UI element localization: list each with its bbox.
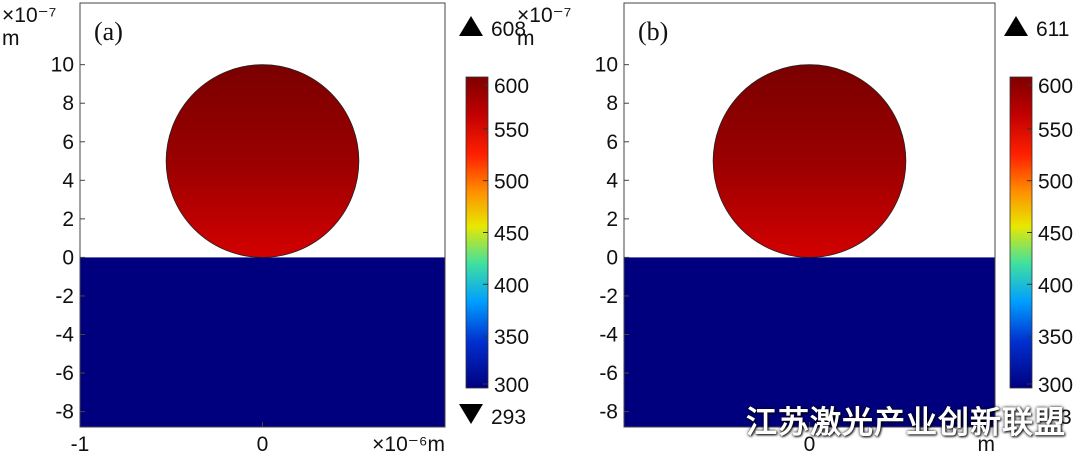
y-tick-label: 6: [62, 131, 74, 154]
x-tick-label: -1: [71, 433, 90, 456]
colorbar-tick-label: 500: [1038, 171, 1073, 194]
y-tick-label: -8: [55, 401, 74, 424]
colorbar-tick-label: 600: [1038, 75, 1073, 98]
y-tick-label: -2: [55, 285, 74, 308]
colorbar-tick-label: 600: [494, 75, 529, 98]
x-tick-label: 0: [257, 433, 269, 456]
particle-sphere: [712, 64, 907, 258]
panel-label: (b): [638, 17, 668, 46]
panel-a: (a) ×10⁻⁷m 10 8 6 4 2 0 -2 -4 -6 -8 -1 0 ×10⁻⁶m 600 550 5…: [2, 2, 529, 456]
colorbar-tick-label: 400: [1038, 274, 1073, 297]
y-unit-label: m: [2, 27, 20, 50]
y-tick-label: 8: [62, 92, 74, 115]
y-tick-label: 0: [62, 246, 74, 269]
max-triangle-icon: [459, 16, 483, 36]
substrate-region: [80, 257, 445, 427]
substrate-region: [624, 257, 995, 427]
colorbar-tick-label: 350: [1038, 326, 1073, 349]
y-tick-label: 4: [606, 169, 618, 192]
y-tick-label: 2: [62, 208, 74, 231]
colorbar-tick-label: 450: [1038, 223, 1073, 246]
colorbar-tick-label: 500: [494, 171, 529, 194]
x-unit-label: ×10⁻⁶m: [372, 433, 445, 456]
colorbar-tick-label: 350: [494, 326, 529, 349]
max-value-label: 611: [1036, 18, 1069, 41]
colorbar-tick-label: 550: [494, 119, 529, 142]
colorbar-tick-label: 550: [1038, 119, 1073, 142]
y-tick-label: 2: [606, 208, 618, 231]
y-tick-label: 8: [606, 92, 618, 115]
y-tick-label: -6: [55, 362, 74, 385]
min-value-label: 293: [491, 406, 526, 429]
y-tick-label: 4: [62, 169, 74, 192]
particle-sphere: [165, 64, 360, 258]
x-tick-label: 0: [804, 433, 816, 456]
y-tick-label: 10: [595, 54, 618, 77]
y-tick-label: 6: [606, 131, 618, 154]
y-tick-label: 0: [606, 246, 618, 269]
colorbar-tick-label: 300: [494, 374, 529, 397]
y-unit-label: m: [517, 27, 535, 50]
y-tick-label: -4: [55, 323, 74, 346]
y-exponent-label: ×10⁻⁷: [2, 4, 56, 27]
max-triangle-icon: [1004, 16, 1028, 36]
min-value-label: 3: [1060, 406, 1072, 429]
max-value-label: 608: [491, 18, 526, 41]
y-tick-label: -4: [599, 323, 618, 346]
x-unit-label: m: [978, 433, 996, 456]
y-tick-label: 10: [51, 54, 74, 77]
y-exponent-label: ×10⁻⁷: [517, 4, 571, 27]
y-tick-label: -6: [599, 362, 618, 385]
y-tick-label: -2: [599, 285, 618, 308]
colorbar-tick-label: 450: [494, 223, 529, 246]
colorbar-tick-label: 300: [1038, 374, 1073, 397]
panel-label: (a): [94, 17, 123, 46]
watermark-text: 江苏激光产业创新联盟: [746, 405, 1066, 441]
colorbar-tick-label: 400: [494, 274, 529, 297]
min-triangle-icon: [459, 404, 483, 424]
y-tick-label: -8: [599, 401, 618, 424]
